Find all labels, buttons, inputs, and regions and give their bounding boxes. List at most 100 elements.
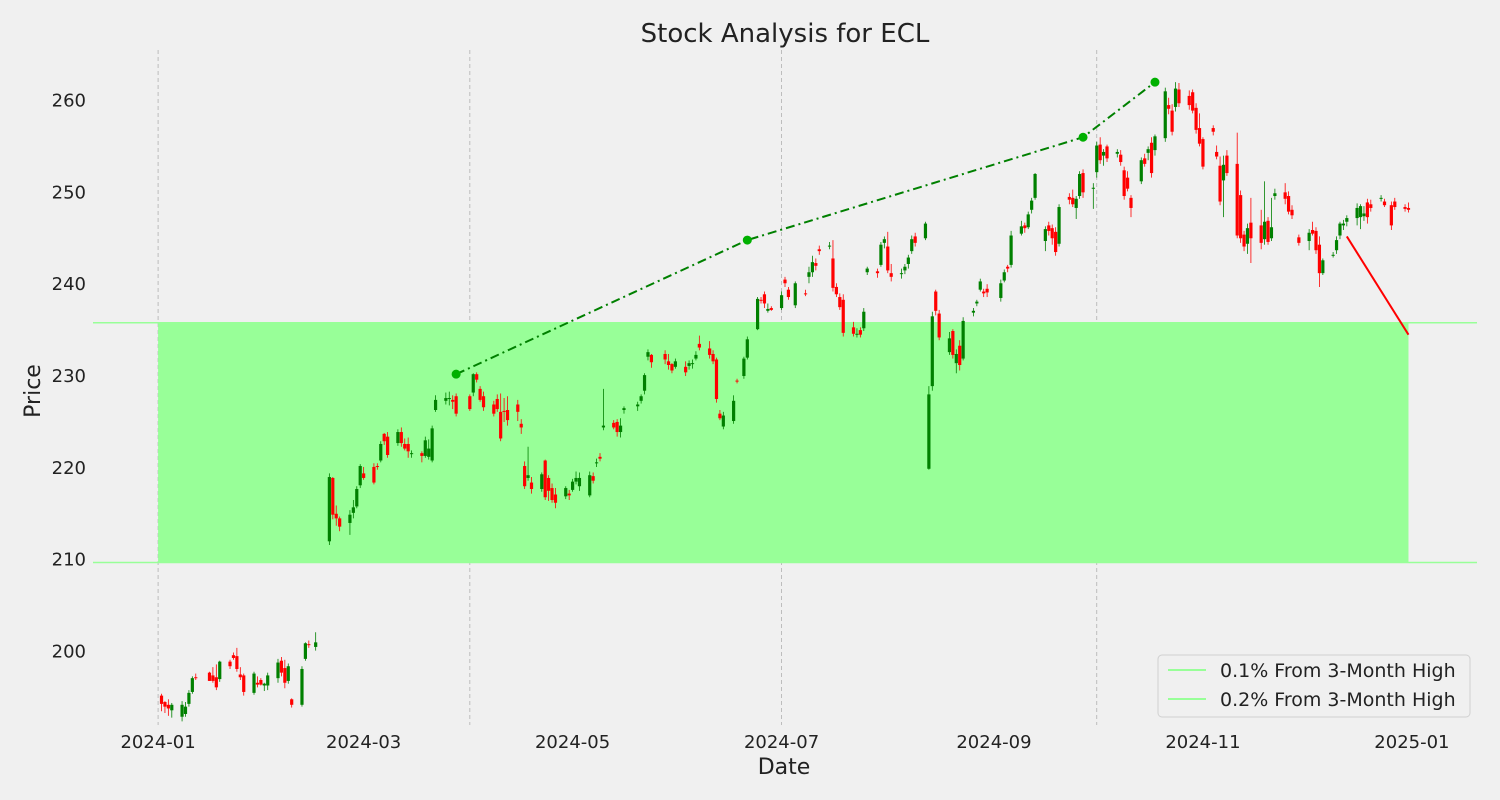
peak-marker bbox=[1150, 77, 1160, 87]
candle bbox=[1078, 171, 1082, 199]
candle-body bbox=[762, 294, 767, 304]
candle-body bbox=[523, 466, 527, 487]
x-tick-label: 2024-11 bbox=[1165, 732, 1240, 753]
candle bbox=[1139, 157, 1143, 185]
candle bbox=[1047, 221, 1051, 236]
candle bbox=[1122, 166, 1126, 200]
candle-body bbox=[427, 448, 431, 457]
candle-body bbox=[553, 494, 558, 503]
candle-body bbox=[1115, 151, 1119, 154]
candle bbox=[403, 438, 407, 451]
candle bbox=[708, 341, 712, 359]
candle-body bbox=[468, 396, 472, 410]
candle-body bbox=[923, 223, 928, 239]
candle bbox=[646, 349, 650, 361]
candle-body bbox=[567, 493, 571, 496]
candle-body bbox=[1321, 260, 1325, 274]
x-tick-label: 2024-03 bbox=[326, 732, 401, 753]
y-axis-ticks: 200 210 220 230 240 250 260 bbox=[52, 91, 86, 663]
candle bbox=[1081, 169, 1085, 198]
candle-body bbox=[910, 239, 914, 252]
candle-body bbox=[307, 644, 311, 646]
candle-body bbox=[238, 674, 242, 678]
candle bbox=[399, 427, 403, 447]
candle bbox=[793, 281, 797, 309]
candle-body bbox=[1273, 193, 1277, 197]
candle-body bbox=[1019, 226, 1023, 234]
candle-body bbox=[266, 675, 270, 686]
candle-body bbox=[755, 298, 760, 330]
candle-body bbox=[430, 428, 434, 461]
candle bbox=[1033, 173, 1037, 200]
candle-body bbox=[1263, 221, 1267, 240]
candle bbox=[1369, 199, 1373, 212]
candle bbox=[183, 702, 188, 717]
candle-body bbox=[622, 408, 626, 410]
candle-body bbox=[1057, 207, 1061, 244]
y-tick-label: 250 bbox=[52, 182, 86, 203]
candle bbox=[468, 394, 472, 411]
candle-body bbox=[714, 359, 719, 399]
candle bbox=[1283, 183, 1287, 205]
candle-body bbox=[958, 345, 962, 365]
candle bbox=[1334, 236, 1339, 254]
candle bbox=[1273, 188, 1277, 200]
candle bbox=[673, 358, 677, 369]
candle bbox=[721, 411, 725, 430]
candle bbox=[1218, 156, 1222, 206]
candle bbox=[670, 363, 674, 374]
candle-body bbox=[1177, 89, 1181, 104]
candle-body bbox=[1290, 209, 1294, 216]
candle bbox=[759, 297, 763, 304]
candle bbox=[242, 673, 246, 696]
candle-body bbox=[855, 333, 859, 335]
candle bbox=[1221, 155, 1226, 218]
candle-body bbox=[834, 286, 838, 295]
candle-body bbox=[601, 425, 606, 428]
candle bbox=[954, 349, 958, 374]
candle-body bbox=[183, 706, 188, 714]
candle-body bbox=[817, 249, 821, 252]
candle bbox=[618, 418, 623, 438]
candle-body bbox=[447, 398, 451, 400]
candle-body bbox=[673, 361, 677, 367]
candle bbox=[882, 236, 886, 249]
candle bbox=[1149, 137, 1154, 178]
candle bbox=[1406, 202, 1411, 213]
candle-body bbox=[649, 354, 653, 363]
candle bbox=[1365, 198, 1369, 224]
y-tick-label: 220 bbox=[52, 458, 86, 479]
candle bbox=[1235, 132, 1239, 239]
candle-body bbox=[1050, 228, 1054, 239]
candle-body bbox=[262, 683, 266, 686]
candle-body bbox=[406, 443, 410, 452]
candle-body bbox=[1393, 201, 1397, 208]
candle bbox=[875, 268, 880, 278]
candle bbox=[338, 516, 342, 532]
candle bbox=[1331, 252, 1335, 258]
candle-body bbox=[858, 330, 862, 335]
candle-body bbox=[1345, 218, 1349, 222]
candle-body bbox=[759, 299, 763, 301]
candle bbox=[577, 472, 582, 491]
candle bbox=[478, 386, 482, 402]
candle bbox=[1403, 204, 1407, 212]
candle bbox=[762, 291, 767, 309]
candle bbox=[351, 500, 355, 519]
candle-body bbox=[1259, 225, 1263, 243]
candle bbox=[1043, 226, 1047, 252]
candle bbox=[255, 676, 260, 688]
candle-body bbox=[1026, 214, 1030, 228]
candle-body bbox=[451, 399, 455, 402]
candle bbox=[362, 466, 366, 480]
candle bbox=[1071, 189, 1075, 208]
candle bbox=[331, 477, 335, 520]
candle bbox=[975, 299, 979, 307]
candle-body bbox=[1170, 110, 1174, 132]
candle bbox=[550, 483, 554, 503]
candle-body bbox=[338, 518, 342, 527]
candle-body bbox=[1146, 149, 1150, 153]
candle bbox=[355, 486, 359, 509]
candle bbox=[745, 336, 749, 360]
candle-body bbox=[1358, 206, 1363, 218]
